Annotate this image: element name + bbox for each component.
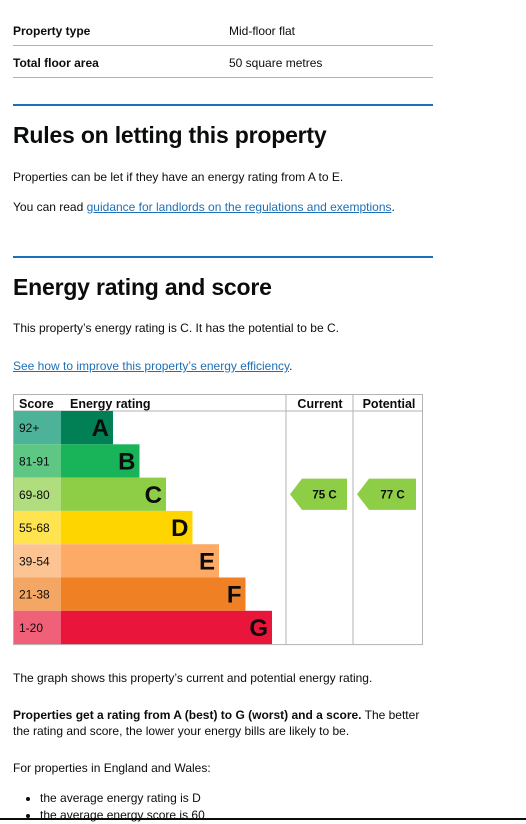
landlord-guidance-link[interactable]: guidance for landlords on the regulation… <box>86 200 392 214</box>
band-range-b: 81-91 <box>19 454 50 468</box>
band-bar-f <box>61 577 246 611</box>
summary-key: Total floor area <box>13 56 99 70</box>
guidance-prefix: You can read <box>13 200 87 214</box>
summary-value: Mid-floor flat <box>229 24 296 38</box>
band-letter-c: C <box>145 482 162 509</box>
band-bar-e <box>61 544 219 578</box>
band-letter-b: B <box>118 448 135 475</box>
header-score: Score <box>19 397 54 411</box>
summary-row-floor-area: Total floor area 50 square metres <box>13 46 433 78</box>
graph-caption: The graph shows this property’s current … <box>13 671 373 685</box>
band-bar-d <box>61 510 193 545</box>
improve-paragraph: See how to improve this property’s energ… <box>13 358 433 374</box>
current-rating-label: 75 C <box>312 489 336 501</box>
property-summary: Property type Mid-floor flat Total floor… <box>13 14 433 78</box>
letting-guidance-paragraph: You can read guidance for landlords on t… <box>13 199 433 215</box>
section-divider <box>13 256 433 258</box>
potential-rating-arrow <box>357 478 416 510</box>
band-letter-a: A <box>92 415 109 442</box>
band-range-a: 92+ <box>19 421 39 435</box>
band-score-cell-b <box>14 444 61 478</box>
band-score-cell-d <box>14 510 61 545</box>
letting-heading: Rules on letting this property <box>13 122 327 148</box>
header-energy-rating: Energy rating <box>70 397 151 411</box>
band-score-cell-g <box>14 610 61 645</box>
rating-scale-rest: The better the rating and score, the low… <box>13 708 420 738</box>
band-bar-b <box>61 444 140 478</box>
band-range-f: 21-38 <box>19 588 50 602</box>
band-letter-f: F <box>227 582 242 609</box>
band-range-e: 39-54 <box>19 554 50 568</box>
summary-key: Property type <box>13 24 91 38</box>
band-score-cell-f <box>14 577 61 611</box>
summary-row-property-type: Property type Mid-floor flat <box>13 14 433 46</box>
rating-scale-bold: Properties get a rating from A (best) to… <box>13 708 362 722</box>
band-bar-g <box>61 610 272 645</box>
band-range-c: 69-80 <box>19 488 50 502</box>
current-rating-arrow <box>290 478 347 510</box>
improve-suffix: . <box>289 359 293 373</box>
chart-frame <box>13 394 423 646</box>
improve-efficiency-link[interactable]: See how to improve this property’s energ… <box>13 359 290 373</box>
energy-heading: Energy rating and score <box>13 274 272 300</box>
band-score-cell-a <box>14 411 61 445</box>
summary-value: 50 square metres <box>229 56 323 70</box>
guidance-suffix: . <box>391 200 395 214</box>
band-range-g: 1-20 <box>19 621 43 635</box>
list-item: the average energy rating is D <box>40 790 205 807</box>
potential-rating-label: 77 C <box>380 489 404 501</box>
energy-rating-text: This property’s energy rating is C. It h… <box>13 321 339 335</box>
header-potential: Potential <box>363 397 416 411</box>
band-letter-e: E <box>199 548 215 575</box>
band-range-d: 55-68 <box>19 521 50 535</box>
band-score-cell-e <box>14 544 61 578</box>
band-letter-d: D <box>171 515 188 542</box>
energy-rating-chart: Score Energy rating Current Potential 92… <box>13 394 423 646</box>
rating-scale-explanation: Properties get a rating from A (best) to… <box>13 707 433 739</box>
section-divider <box>13 104 433 106</box>
band-bar-a <box>61 411 113 445</box>
england-wales-intro: For properties in England and Wales: <box>13 761 211 775</box>
band-bar-c <box>61 477 166 511</box>
band-score-cell-c <box>14 477 61 511</box>
band-letter-g: G <box>249 615 268 642</box>
bottom-rule <box>0 818 526 820</box>
letting-paragraph: Properties can be let if they have an en… <box>13 170 344 184</box>
list-item: the average energy score is 60 <box>40 807 205 824</box>
header-current: Current <box>297 397 343 411</box>
